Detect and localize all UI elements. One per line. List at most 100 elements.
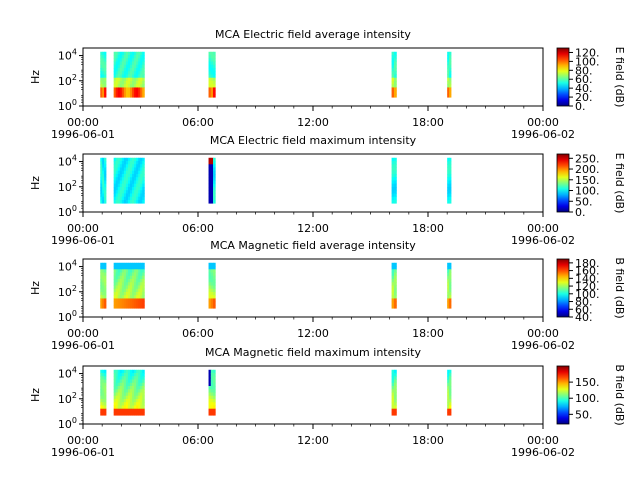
spectrogram-cell: [132, 87, 135, 92]
spectrogram-cell: [449, 295, 452, 299]
x-tick-date-label: 1996-06-01: [51, 128, 115, 141]
spectrogram-cell: [210, 373, 214, 377]
spectrogram-cell: [117, 262, 121, 267]
spectrogram-cell: [213, 398, 216, 403]
spectrogram-cell: [119, 71, 123, 75]
spectrogram-cell: [117, 161, 121, 165]
spectrogram-cell: [130, 373, 133, 377]
spectrogram-cell: [115, 170, 119, 175]
spectrogram-cell: [134, 173, 137, 178]
spectrogram-cell: [102, 304, 105, 309]
spectrogram-cell: [132, 411, 135, 416]
spectrogram-cell: [208, 402, 212, 406]
spectrogram-cell: [142, 269, 145, 273]
colorbar-label: B field (dB): [613, 364, 626, 425]
spectrogram-cell: [123, 93, 127, 98]
spectrogram-cell: [213, 376, 216, 380]
spectrogram-cell: [119, 55, 123, 59]
spectrogram-cell: [213, 266, 216, 270]
spectrogram-cell: [213, 285, 216, 290]
spectrogram-cell: [132, 186, 135, 191]
spectrogram-cell: [125, 304, 129, 309]
spectrogram-cell: [115, 382, 119, 387]
spectrogram-cell: [123, 190, 127, 194]
spectrogram-cell: [123, 398, 127, 403]
plot-frame: [82, 365, 544, 425]
spectrogram-cell: [102, 164, 105, 168]
spectrogram-cell: [115, 266, 119, 270]
spectrogram-cell: [130, 183, 133, 188]
colorbar-tick-label: 100.: [575, 392, 600, 405]
spectrogram-cell: [393, 170, 397, 175]
spectrogram-cell: [208, 392, 212, 397]
spectrogram-cell: [208, 64, 212, 69]
spectrogram-cell: [391, 382, 395, 387]
spectrogram-cell: [136, 392, 139, 397]
spectrogram-cell: [449, 157, 452, 162]
spectrogram-cell: [393, 266, 397, 270]
spectrogram-cell: [117, 373, 121, 377]
spectrogram-cell: [391, 405, 395, 410]
spectrogram-cell: [130, 379, 133, 384]
y-tick-label: 100: [58, 98, 77, 113]
spectrogram-cell: [104, 177, 107, 181]
spectrogram-cell: [104, 74, 107, 79]
spectrogram-cell: [102, 373, 105, 377]
spectrogram-cell: [138, 164, 141, 168]
spectrogram-cell: [125, 398, 129, 403]
spectrogram-cell: [121, 183, 125, 188]
spectrogram-cell: [138, 389, 141, 393]
spectrogram-cell: [113, 291, 117, 296]
spectrogram-cell: [121, 379, 125, 384]
spectrogram-cell: [447, 199, 450, 204]
spectrogram-cell: [132, 389, 135, 393]
spectrogram-cell: [125, 51, 129, 56]
spectrogram-cell: [113, 90, 117, 95]
spectrogram-cell: [117, 269, 121, 273]
spectrogram-cell: [127, 199, 131, 204]
spectrogram-cell: [117, 186, 121, 191]
spectrogram-cell: [132, 74, 135, 79]
spectrogram-cell: [113, 278, 117, 283]
spectrogram-cell: [208, 285, 212, 290]
spectrogram-cell: [449, 405, 452, 410]
spectrogram-cell: [115, 186, 119, 191]
spectrogram-cell: [210, 269, 214, 273]
spectrogram-cell: [391, 61, 395, 66]
spectrogram-cell: [449, 64, 452, 69]
spectrogram-cell: [123, 369, 127, 374]
spectrogram-cell: [115, 196, 119, 201]
spectrogram-cell: [142, 77, 145, 82]
spectrogram-cell: [391, 190, 395, 194]
colorbar-tick-label: 40.: [575, 311, 593, 324]
spectrogram-cell: [136, 161, 139, 165]
spectrogram-cell: [447, 87, 450, 92]
spectrogram-cell: [136, 190, 139, 194]
spectrogram-cell: [210, 64, 214, 69]
spectrogram-cell: [127, 275, 131, 280]
spectrogram-cell: [121, 398, 125, 403]
spectrogram-cell: [119, 408, 123, 413]
spectrogram-cell: [134, 278, 137, 283]
spectrogram-cell: [119, 402, 123, 406]
spectrogram-cell: [117, 376, 121, 380]
spectrogram-cell: [142, 199, 145, 204]
spectrogram-cell: [393, 93, 397, 98]
spectrogram-cell: [391, 373, 395, 377]
spectrogram-cell: [117, 77, 121, 82]
spectrogram-cell: [113, 199, 117, 204]
spectrogram-cell: [104, 269, 107, 273]
spectrogram-cell: [125, 87, 129, 92]
spectrogram-cell: [121, 177, 125, 181]
spectrogram-cell: [393, 183, 397, 188]
spectrogram-cell: [119, 58, 123, 62]
spectrogram-cell: [391, 167, 395, 172]
spectrogram-cell: [391, 67, 395, 72]
spectrogram-cell: [123, 392, 127, 397]
spectrogram-cell: [393, 278, 397, 283]
spectrogram-cell: [121, 278, 125, 283]
spectrogram-cell: [142, 170, 145, 175]
x-tick-label: 12:00: [297, 222, 329, 235]
spectrogram-cell: [138, 405, 141, 410]
spectrogram-cell: [125, 177, 129, 181]
